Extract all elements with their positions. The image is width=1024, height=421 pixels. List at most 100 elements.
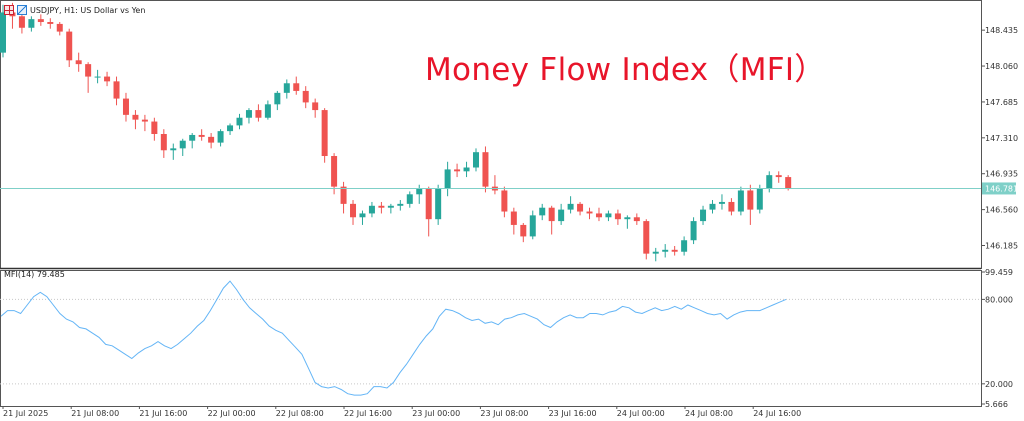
candle-body — [775, 175, 782, 178]
candle-body — [435, 188, 442, 220]
mfi-tick-label: 80.000 — [985, 295, 1013, 304]
candle-body — [255, 110, 262, 118]
candle-body — [236, 117, 243, 126]
candle-body — [274, 92, 281, 105]
mfi-tick-label: 5.666 — [985, 400, 1008, 409]
candle-body — [217, 131, 224, 143]
price-tick-label: 148.060 — [985, 62, 1018, 71]
time-tick-label: 23 Jul 16:00 — [549, 409, 597, 418]
candle-body — [28, 19, 35, 28]
candle-body — [444, 169, 451, 189]
symbol-label: USDJPY, H1: US Dollar vs Yen — [30, 5, 146, 15]
candle-body — [66, 31, 73, 61]
candle-body — [633, 217, 640, 222]
candle-body — [747, 190, 754, 210]
candle-body — [662, 249, 669, 252]
candle-body — [47, 22, 54, 24]
candle-body — [567, 203, 574, 210]
time-tick-label: 21 Jul 08:00 — [71, 409, 119, 418]
candle-body — [520, 224, 527, 237]
candle-body — [406, 194, 413, 204]
price-tick-label: 147.310 — [985, 134, 1018, 143]
candle-body — [227, 125, 234, 132]
candle-body — [501, 190, 508, 212]
candle-body — [700, 209, 707, 222]
candle-body — [586, 211, 593, 214]
time-tick-label: 22 Jul 00:00 — [208, 409, 256, 418]
candle-body — [624, 217, 631, 220]
candle-body — [94, 76, 101, 78]
price-tick-label: 146.560 — [985, 206, 1018, 215]
candle-body — [378, 205, 385, 208]
mfi-series-line — [0, 280, 787, 396]
candle-body — [529, 215, 536, 237]
candle-body — [681, 240, 688, 252]
candle-body — [387, 205, 394, 208]
candle-body — [643, 221, 650, 254]
candle-body — [113, 81, 120, 99]
candle-body — [350, 203, 357, 218]
candle-body — [473, 152, 479, 168]
time-tick-label: 21 Jul 16:00 — [139, 409, 187, 418]
candle-body — [425, 188, 432, 220]
candle-body — [85, 64, 92, 77]
candle-body — [198, 134, 205, 137]
current-price-tag — [982, 182, 1016, 195]
candle-body — [122, 98, 129, 115]
candle-body — [709, 203, 716, 210]
candle-body — [652, 251, 659, 254]
time-tick-label: 23 Jul 08:00 — [480, 409, 528, 418]
candle-body — [189, 134, 196, 141]
time-tick-label: 21 Jul 2025 — [3, 409, 48, 418]
candle-body — [141, 119, 148, 122]
candle-body — [671, 249, 678, 252]
candle-body — [785, 177, 792, 189]
candle-body — [132, 114, 139, 120]
candle-body — [151, 121, 158, 134]
candle-body — [690, 221, 697, 241]
time-tick-label: 24 Jul 16:00 — [753, 409, 801, 418]
candle-body — [293, 83, 300, 91]
candle-body — [463, 167, 470, 172]
candle-body — [416, 188, 423, 195]
grid-icon[interactable] — [4, 5, 14, 15]
price-tick-label: 146.185 — [985, 242, 1018, 251]
candle-body — [728, 201, 735, 212]
candle-body — [548, 207, 555, 222]
mfi-tick-label: 20.000 — [985, 380, 1013, 389]
candle-body — [756, 188, 763, 210]
mfi-tick-label: 99.459 — [985, 268, 1013, 277]
candle-body — [302, 90, 309, 103]
candle-body — [605, 213, 612, 218]
candle-body — [718, 201, 725, 204]
candle-body — [321, 110, 328, 157]
overlay-title: Money Flow Index（MFI） — [425, 52, 826, 88]
candle-body — [454, 169, 461, 172]
candle-body — [75, 60, 82, 65]
candle-body — [614, 213, 621, 220]
candle-body — [104, 76, 111, 82]
candle-body — [312, 102, 319, 111]
indicator-pane-frame — [0, 270, 982, 407]
candle-body — [18, 16, 25, 28]
time-tick-label: 22 Jul 16:00 — [344, 409, 392, 418]
candle-body — [766, 175, 773, 189]
time-tick-label: 23 Jul 00:00 — [412, 409, 460, 418]
candle-body — [170, 148, 177, 151]
candle-body — [482, 152, 489, 187]
price-tick-label: 148.435 — [985, 26, 1018, 35]
indicator-label: MFI(14) 79.485 — [4, 270, 65, 279]
candle-body — [56, 23, 63, 32]
candle-body — [737, 190, 744, 212]
candle-body — [0, 12, 6, 53]
candle-body — [558, 209, 565, 222]
candle-body — [368, 205, 375, 214]
candle-body — [179, 140, 186, 149]
candle-body — [264, 104, 271, 118]
price-pane-frame — [0, 0, 982, 269]
candle-body — [510, 211, 517, 225]
candle-body — [331, 156, 338, 187]
candle-body — [577, 203, 584, 212]
chart-icon[interactable] — [17, 5, 27, 15]
